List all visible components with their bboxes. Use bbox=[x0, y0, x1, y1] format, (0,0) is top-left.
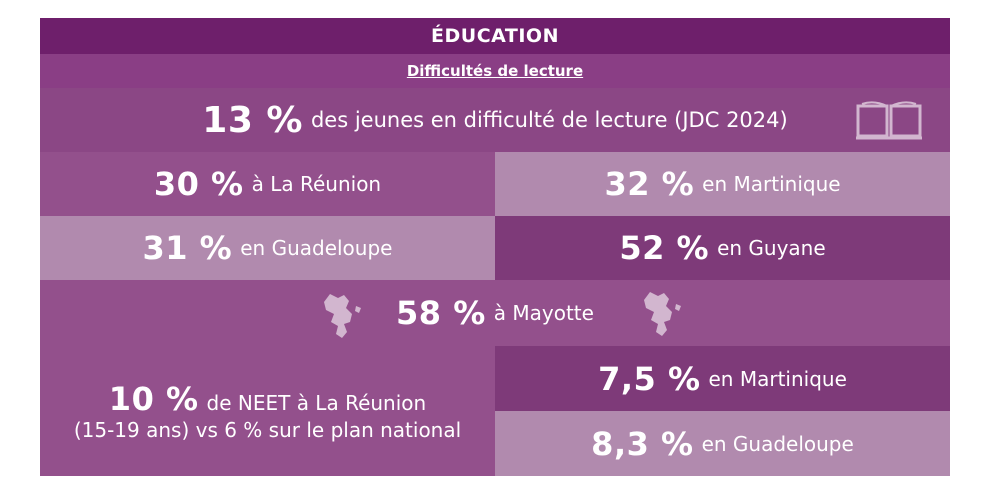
stat-value: 7,5 % bbox=[598, 359, 701, 398]
stat-value: 30 % bbox=[153, 165, 244, 203]
stat-value: 32 % bbox=[604, 165, 695, 203]
stat-guyane: 52 % en Guyane bbox=[495, 216, 950, 280]
neet-headline: 10 % de NEET à La Réunion bbox=[109, 380, 426, 418]
stat-text: à La Réunion bbox=[251, 172, 382, 196]
mayotte-map-icon bbox=[324, 294, 361, 338]
stat-neet-martinique: 7,5 % en Martinique bbox=[495, 346, 950, 411]
stat-text: de NEET à La Réunion bbox=[206, 391, 427, 415]
section-title: ÉDUCATION bbox=[40, 18, 950, 54]
title-text: ÉDUCATION bbox=[431, 25, 559, 47]
stat-text: en Guadeloupe bbox=[701, 431, 854, 456]
stat-text: à Mayotte bbox=[493, 301, 594, 325]
section-subtitle: Difficultés de lecture bbox=[40, 54, 950, 88]
book-icon bbox=[856, 101, 922, 140]
stat-value: 8,3 % bbox=[591, 424, 694, 463]
stat-neet-reunion: 10 % de NEET à La Réunion (15-19 ans) vs… bbox=[40, 346, 495, 476]
stat-value: 52 % bbox=[619, 229, 710, 267]
stat-reunion: 30 % à La Réunion bbox=[40, 152, 495, 216]
main-stat-text: des jeunes en difficulté de lecture (JDC… bbox=[310, 108, 788, 132]
stat-text: en Guadeloupe bbox=[240, 236, 393, 260]
main-stat: 13 % des jeunes en difficulté de lecture… bbox=[40, 88, 950, 152]
education-infographic: ÉDUCATION Difficultés de lecture 13 % de… bbox=[40, 18, 950, 476]
stat-mayotte: 58 % à Mayotte bbox=[40, 280, 950, 346]
stat-value: 58 % bbox=[396, 294, 486, 332]
stat-text: en Martinique bbox=[702, 172, 841, 196]
stat-value: 31 % bbox=[142, 229, 233, 267]
stat-value: 10 % bbox=[108, 380, 199, 418]
stat-text: en Guyane bbox=[717, 236, 826, 260]
neet-detail: (15-19 ans) vs 6 % sur le plan national bbox=[73, 418, 462, 442]
subtitle-text: Difficultés de lecture bbox=[406, 62, 584, 80]
stat-guadeloupe: 31 % en Guadeloupe bbox=[40, 216, 495, 280]
mayotte-map-icon bbox=[644, 292, 681, 336]
stat-text: en Martinique bbox=[708, 366, 847, 391]
stat-neet-guadeloupe: 8,3 % en Guadeloupe bbox=[495, 411, 950, 476]
main-stat-value: 13 % bbox=[202, 99, 303, 141]
stat-martinique: 32 % en Martinique bbox=[495, 152, 950, 216]
